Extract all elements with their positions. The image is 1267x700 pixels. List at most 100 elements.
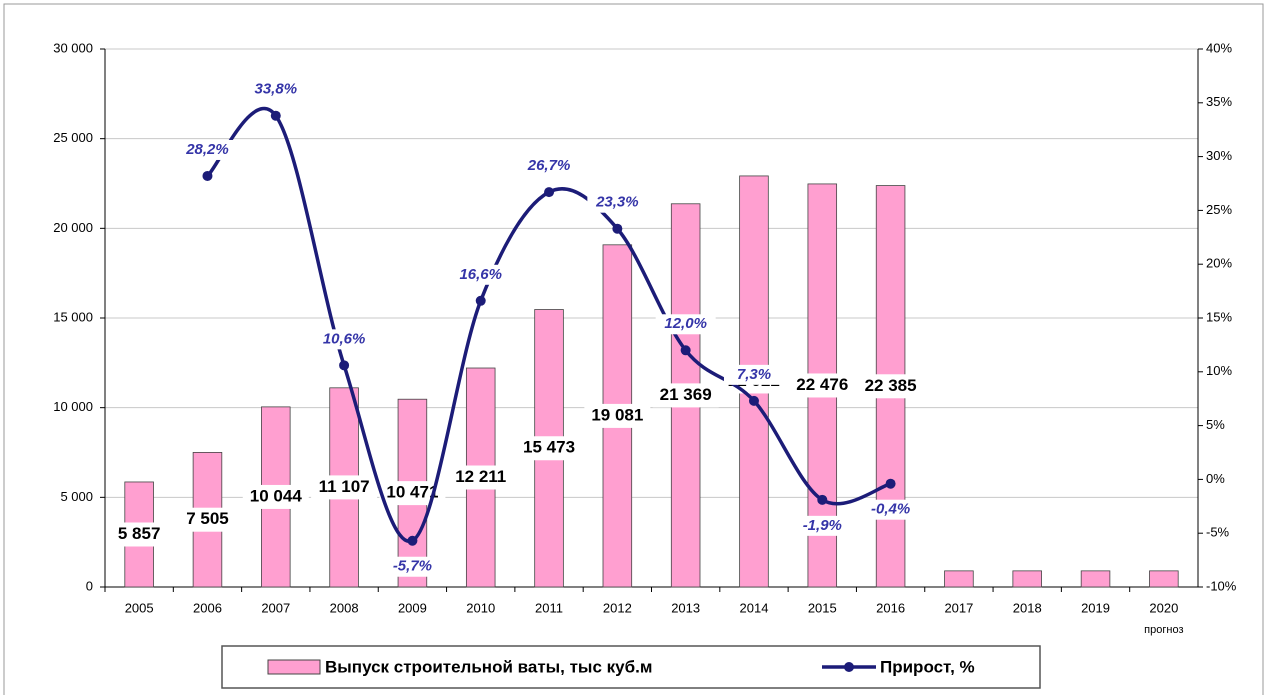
- label-bg: [382, 556, 443, 577]
- x-tick-label: 2018: [1013, 600, 1042, 615]
- line-value-label: -5,7%: [393, 558, 432, 575]
- bar-value-label: 19 081: [591, 405, 643, 424]
- y-tick-label: 0: [86, 578, 93, 593]
- bar-value-label: 10 471: [386, 483, 438, 502]
- legend-box: [221, 645, 1041, 689]
- label-bg: [519, 156, 580, 177]
- x-tick-label: 2019: [1081, 600, 1110, 615]
- y2-tick-label: 20%: [1206, 256, 1232, 271]
- annotation: прогноз: [1144, 624, 1183, 636]
- bar-value-label: 21 369: [660, 385, 712, 404]
- y2-tick-label: 10%: [1206, 363, 1232, 378]
- x-tick-label: 2015: [808, 600, 837, 615]
- label-bg: [587, 192, 648, 213]
- y2-tick-label: 35%: [1206, 94, 1232, 109]
- legend-swatch: [844, 662, 854, 672]
- x-tick-label: 2010: [466, 600, 495, 615]
- legend-swatch: [267, 659, 321, 675]
- bar-value-label: 22 476: [796, 375, 848, 394]
- y2-tick-label: -5%: [1206, 525, 1230, 540]
- label-bg: [242, 484, 309, 509]
- x-tick-label: 2007: [261, 600, 290, 615]
- x-tick-label: 2009: [398, 600, 427, 615]
- line-marker: [885, 478, 896, 489]
- line-value-label: 12,0%: [664, 315, 707, 332]
- label-bg: [789, 373, 856, 398]
- bar-value-label: 10 044: [250, 486, 303, 505]
- y2-tick-label: 0%: [1206, 471, 1225, 486]
- frame: [3, 3, 1264, 700]
- bar-value-label: 5 857: [118, 524, 161, 543]
- line-value-label: -1,9%: [803, 517, 842, 534]
- line-value-label: -0,4%: [871, 501, 910, 518]
- bar-value-label: 22 385: [865, 376, 917, 395]
- line-marker: [612, 223, 623, 234]
- y-tick-label: 15 000: [53, 309, 93, 324]
- y-tick-label: 10 000: [53, 399, 93, 414]
- x-tick-label: 2008: [330, 600, 359, 615]
- y2-tick-label: 30%: [1206, 148, 1232, 163]
- line-marker: [544, 187, 555, 198]
- label-bg: [314, 329, 375, 350]
- x-tick-label: 2005: [125, 600, 154, 615]
- line-marker: [407, 535, 418, 546]
- bar: [1080, 570, 1111, 588]
- label-bg: [584, 403, 651, 428]
- bar: [944, 570, 974, 588]
- label-bg: [106, 522, 173, 547]
- line-value-label: 23,3%: [595, 194, 639, 211]
- line-marker: [270, 110, 281, 121]
- label-bg: [857, 374, 924, 399]
- line-value-label: 28,2%: [185, 141, 229, 158]
- legend-label: Выпуск строительной ваты, тыс куб.м: [325, 657, 652, 676]
- line-marker: [817, 494, 828, 505]
- line-value-label: 26,7%: [527, 157, 571, 174]
- x-tick-label: 2016: [876, 600, 905, 615]
- bar-value-label: 7 505: [186, 509, 229, 528]
- legend-label: Прирост, %: [880, 657, 975, 676]
- y2-tick-label: 25%: [1206, 202, 1232, 217]
- line-marker: [475, 295, 486, 306]
- line-marker: [680, 345, 691, 356]
- label-bg: [516, 436, 583, 461]
- y-tick-label: 20 000: [53, 220, 93, 235]
- label-bg: [245, 79, 306, 100]
- y2-tick-label: 5%: [1206, 417, 1225, 432]
- line-value-label: 33,8%: [255, 81, 298, 98]
- label-bg: [860, 499, 921, 520]
- x-tick-label: 2017: [944, 600, 973, 615]
- x-tick-label: 2011: [535, 600, 563, 615]
- y-tick-label: 30 000: [53, 40, 93, 55]
- x-tick-label: 2006: [193, 600, 222, 615]
- line-value-label: 10,6%: [323, 330, 366, 347]
- label-bg: [723, 364, 784, 385]
- line-value-label: 7,3%: [737, 366, 771, 383]
- y-tick-label: 5 000: [60, 489, 93, 504]
- line-marker: [748, 395, 759, 406]
- bar: [1149, 570, 1179, 588]
- x-tick-label: 2020: [1149, 600, 1178, 615]
- line-marker: [339, 360, 350, 371]
- label-bg: [652, 383, 719, 408]
- label-bg: [792, 515, 853, 536]
- line-value-label: 16,6%: [459, 266, 502, 283]
- x-tick-label: 2013: [671, 600, 700, 615]
- label-bg: [655, 314, 716, 335]
- label-bg: [177, 139, 238, 160]
- bar-value-label: 11 107: [319, 477, 370, 496]
- bar: [1012, 570, 1042, 588]
- label-bg: [174, 507, 241, 532]
- y2-tick-label: 15%: [1206, 309, 1232, 324]
- y2-tick-label: 40%: [1206, 40, 1232, 55]
- line-marker: [202, 170, 213, 181]
- bar-value-label: 12 211: [455, 467, 506, 486]
- x-tick-label: 2012: [603, 600, 632, 615]
- y-tick-label: 25 000: [53, 130, 93, 145]
- bar-value-label: 15 473: [523, 438, 575, 457]
- y2-tick-label: -10%: [1206, 578, 1237, 593]
- x-tick-label: 2014: [740, 600, 769, 615]
- label-bg: [450, 264, 511, 285]
- label-bg: [311, 475, 378, 500]
- label-bg: [447, 465, 514, 490]
